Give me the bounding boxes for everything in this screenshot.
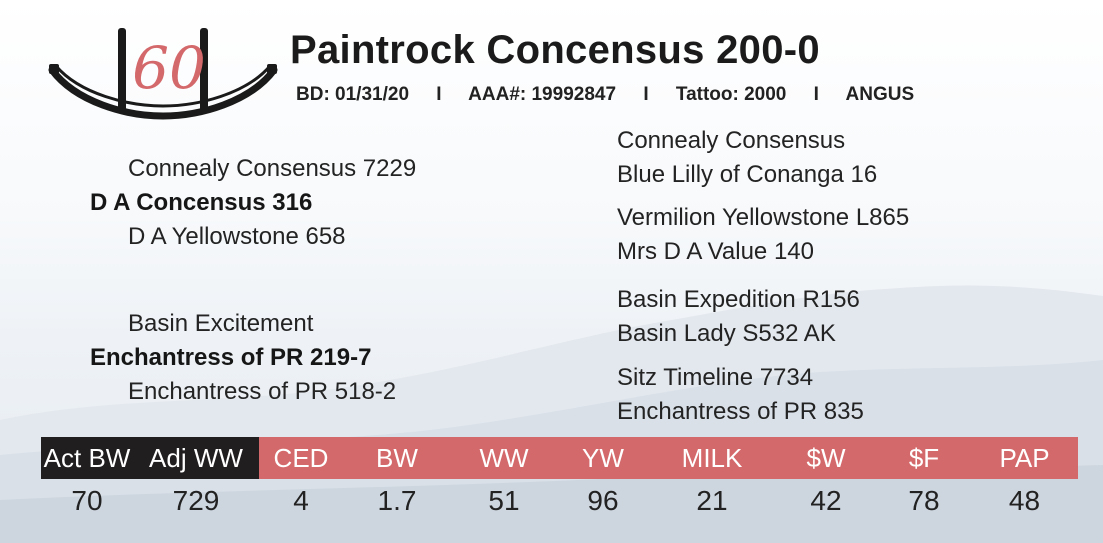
separator: I	[643, 84, 649, 105]
epd-value: 51	[488, 485, 520, 516]
epd-header: Adj WW	[133, 437, 259, 479]
epd-value: 48	[1008, 485, 1041, 516]
page-title: Paintrock Concensus 200-0	[290, 28, 820, 72]
sire: D A Concensus 316	[90, 189, 313, 216]
epd-value: 78	[908, 485, 940, 516]
breed: ANGUS	[845, 84, 915, 105]
epd-value: 21	[696, 485, 728, 516]
dam: Enchantress of PR 219-7	[90, 344, 372, 371]
tattoo: Tattoo: 2000	[675, 84, 787, 105]
epd-header: $W	[775, 437, 877, 479]
birth-date: BD: 01/31/20	[296, 84, 410, 105]
lot-number: 60	[132, 34, 206, 102]
ancestor-ssd: Blue Lilly of Conanga 16	[617, 161, 878, 188]
ancestor-sdd: Mrs D A Value 140	[617, 238, 814, 265]
dam-sire: Basin Excitement	[128, 310, 314, 337]
separator: I	[813, 84, 819, 105]
sire-sire: Connealy Consensus 7229	[128, 155, 417, 182]
epd-value: 1.7	[377, 485, 417, 516]
epd-header: $F	[877, 437, 971, 479]
epd-header: BW	[343, 437, 451, 479]
ancestor-sds: Vermilion Yellowstone L865	[617, 204, 910, 231]
ancestor-dss: Basin Expedition R156	[617, 286, 860, 313]
ancestor-dds: Sitz Timeline 7734	[617, 364, 814, 391]
ancestor-sss: Connealy Consensus	[617, 127, 846, 154]
epd-header: YW	[557, 437, 649, 479]
horseshoe-logo	[48, 28, 278, 120]
registration-number: AAA#: 19992847	[468, 84, 617, 105]
epd-value: 729	[172, 485, 220, 516]
dam-dam: Enchantress of PR 518-2	[128, 378, 397, 405]
epd-value-row: 70 729 4 1.7 51 96 21 42 78 48	[41, 481, 1078, 521]
epd-value: 42	[810, 485, 842, 516]
epd-value: 70	[71, 485, 103, 516]
epd-header: CED	[259, 437, 343, 479]
ancestor-dsd: Basin Lady S532 AK	[617, 320, 836, 347]
separator: I	[436, 84, 442, 105]
epd-header-row: Act BW Adj WW CED BW WW YW MILK $W $F PA…	[41, 437, 1078, 479]
ancestor-ddd: Enchantress of PR 835	[617, 398, 864, 425]
animal-info-line: BD: 01/31/20 I AAA#: 19992847 I Tattoo: …	[296, 84, 914, 106]
epd-header: WW	[451, 437, 557, 479]
epd-header: PAP	[971, 437, 1078, 479]
epd-header: Act BW	[41, 437, 133, 479]
epd-value: 96	[587, 485, 619, 516]
epd-header: MILK	[649, 437, 775, 479]
epd-value: 4	[293, 485, 309, 516]
sire-dam: D A Yellowstone 658	[128, 223, 346, 250]
